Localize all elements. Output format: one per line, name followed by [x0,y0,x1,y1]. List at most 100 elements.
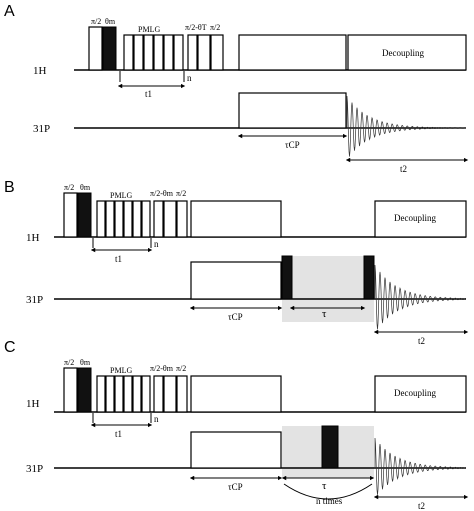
h-channel-label: 1H [26,232,40,244]
h-channel-a: 1H π/2 θm PMLG π/2-θT π/2 Decoupling n [33,17,467,99]
tau-shaded-region [282,256,374,322]
repeat-bracket [283,483,373,500]
pi2-theta-label: π/2-θT [185,23,207,32]
p-channel-label: 31P [26,463,43,475]
decoupling-block [347,34,467,71]
p-channel-c: 31P τCP τ n times t2 [26,425,469,511]
decoupling-label: Decoupling [394,388,436,398]
tau-cp-label: τCP [228,482,243,492]
p-channel-label: 31P [33,123,50,135]
theta-pulse [153,200,164,238]
cp-contact-pulse [190,200,282,238]
theta-m-label: θm [80,358,91,367]
panel-a: A 1H π/2 θm PMLG π/2-θT π/2 Decoupling [4,3,469,174]
pmlg-block [143,34,154,71]
pmlg-block [173,34,184,71]
n-label: n [187,73,192,83]
p-channel-b: 31P τCP τ t2 [26,255,469,346]
cp-contact-pulse [190,375,282,413]
pmlg-block [105,375,115,413]
theta-pulse [187,34,198,71]
theta-m-label: θm [80,183,91,192]
pmlg-block [123,200,133,238]
t1-label: t1 [115,429,122,439]
pmlg-block [133,34,144,71]
pmlg-block [141,200,151,238]
pi2-label: π/2 [64,358,74,367]
t1-label: t1 [115,254,122,264]
pmlg-label: PMLG [110,366,132,375]
pmlg-label: PMLG [110,191,132,200]
pmlg-block [114,200,124,238]
cp-contact-pulse [238,92,347,129]
pmlg-block [132,200,142,238]
pi2-end-label: π/2 [176,189,186,198]
panel-label-a: A [4,3,15,20]
pi2-label: π/2 [64,183,74,192]
pi-pulse [321,425,339,469]
pmlg-block [163,34,174,71]
pmlg-block [123,34,134,71]
fid-signal [374,437,467,495]
pi2-pulse [197,34,211,71]
cp-contact-pulse [190,261,282,300]
pi2-pulse [176,200,188,238]
tau-label: τ [322,480,327,492]
theta-m-pulse [77,367,92,413]
cp-contact-pulse [238,34,347,71]
pmlg-block [105,200,115,238]
tau-cp-label: τCP [285,140,300,150]
theta-m-pulse [77,192,92,238]
tau-cp-label: τCP [228,312,243,322]
n-label: n [154,239,159,249]
h-channel-label: 1H [33,65,47,77]
pmlg-block [132,375,142,413]
h-channel-b: 1H π/2 θm PMLG π/2-θm π/2 Decoupling n t [26,183,467,264]
pi2-pulse [210,34,224,71]
pmlg-label: PMLG [138,25,160,34]
t1-label: t1 [145,89,152,99]
theta-m-label: θm [105,17,116,26]
n-times-label: n times [316,496,343,506]
h-channel-label: 1H [26,398,40,410]
pi2-end-label: π/2 [176,364,186,373]
n-label: n [154,414,159,424]
pi2-theta-label: π/2-θm [150,364,174,373]
pmlg-block [123,375,133,413]
decoupling-label: Decoupling [394,213,436,223]
panel-label-b: B [4,179,15,196]
pi2-pulse [63,192,78,238]
t2-label: t2 [418,501,425,511]
pmlg-block [96,200,106,238]
theta-m-pulse [102,26,117,71]
panel-b: B 1H π/2 θm PMLG π/2-θm π/2 Decoupling [4,179,469,346]
decoupling-block [374,375,467,413]
pi2-pulse [63,367,78,413]
p-channel-a: 31P τCP t2 [33,92,469,174]
pi-pulse [363,255,375,300]
fid-signal [374,264,467,330]
panel-c: C 1H π/2 θm PMLG π/2-θm π/2 Decoupling [4,339,469,511]
fid-signal [346,95,466,157]
pi-pulse [281,255,293,300]
pi2-theta-label: π/2-θm [150,189,174,198]
pmlg-block [114,375,124,413]
pmlg-block [96,375,106,413]
t2-label: t2 [418,336,425,346]
tau-label: τ [322,308,327,320]
p-channel-label: 31P [26,294,43,306]
decoupling-label: Decoupling [382,48,424,58]
pmlg-block [141,375,151,413]
decoupling-block [374,200,467,238]
h-channel-c: 1H π/2 θm PMLG π/2-θm π/2 Decoupling n t [26,358,467,439]
pi2-end-label: π/2 [210,23,220,32]
pmlg-block [153,34,164,71]
pi2-pulse [163,375,177,413]
panel-label-c: C [4,339,16,356]
pi2-pulse [163,200,177,238]
pi2-pulse [88,26,103,71]
pi2-pulse [176,375,188,413]
theta-pulse [153,375,164,413]
pi2-label: π/2 [91,17,101,26]
